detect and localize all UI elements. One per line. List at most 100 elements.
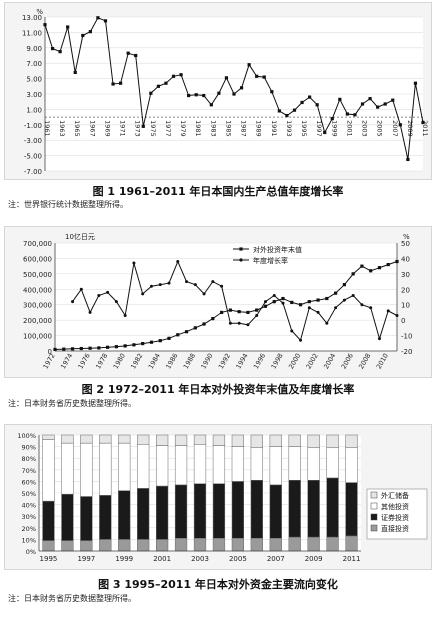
chart2-xtick-label: 1976 bbox=[77, 352, 92, 370]
chart3-bar-segment bbox=[99, 442, 112, 496]
chart2-yright-tick-label: 30 bbox=[401, 271, 410, 279]
chart3-xtick-label: 1999 bbox=[115, 555, 133, 563]
chart2-xtick-label: 1994 bbox=[234, 352, 249, 370]
chart3-legend-label: 其他投资 bbox=[381, 502, 409, 511]
chart2-stock-point bbox=[220, 310, 224, 315]
chart1-xtick-label: 2005 bbox=[376, 120, 384, 137]
chart3-bar-segment bbox=[137, 444, 150, 489]
chart1-data-point bbox=[315, 103, 319, 107]
chart1-xtick-label: 2011 bbox=[421, 120, 429, 137]
chart3-panel: 100% 90% 80% 70% 60% 50% 40% 30% 20% 10% 0% 1995 199… bbox=[4, 424, 432, 570]
chart1-data-point bbox=[323, 130, 327, 135]
chart2-right-unit: % bbox=[403, 233, 410, 241]
chart1-xtick-label: 1975 bbox=[149, 120, 157, 137]
chart2-yleft-tick-label: 700,000 bbox=[23, 240, 52, 248]
chart1-data-point bbox=[255, 74, 259, 78]
chart2-stock-point bbox=[377, 266, 382, 270]
chart1-xtick-label: 1977 bbox=[164, 120, 172, 137]
chart3-bar-segment bbox=[307, 479, 320, 538]
chart3-bar-segment bbox=[307, 447, 320, 481]
chart3-bar-segment bbox=[99, 495, 112, 540]
chart1-ytick-label: -7.00 bbox=[24, 168, 42, 176]
chart3-ytick-label: 100% bbox=[17, 432, 36, 440]
chart3-ytick-label: 40% bbox=[22, 502, 36, 510]
chart1-xtick-label: 1963 bbox=[58, 120, 66, 137]
chart3-bar-segment bbox=[155, 434, 169, 446]
chart1-ytick-label: -3.00 bbox=[24, 137, 42, 145]
chart2-stock-point bbox=[141, 341, 145, 346]
chart1-data-point bbox=[141, 124, 145, 128]
chart1-data-point bbox=[119, 81, 123, 85]
chart3-bar-segment bbox=[212, 537, 226, 552]
chart1-data-point bbox=[88, 30, 92, 34]
chart3-bar-segment bbox=[99, 539, 112, 552]
chart2-stock-point bbox=[255, 308, 259, 312]
chart2-xtick-label: 2002 bbox=[305, 352, 320, 370]
chart2-growth-point bbox=[351, 293, 355, 297]
chart2-stock-point bbox=[158, 339, 162, 343]
chart2-stock-point bbox=[202, 322, 206, 326]
chart2-yleft-tick-label: 100,000 bbox=[23, 333, 52, 341]
chart2-series-growth-line bbox=[72, 260, 398, 342]
chart2-yleft-tick-label: 200,000 bbox=[23, 317, 52, 325]
chart1-data-point bbox=[270, 90, 274, 94]
chart1-data-point bbox=[58, 50, 62, 54]
chart3-xtick-label: 2009 bbox=[305, 555, 323, 563]
chart2-growth-point bbox=[386, 309, 390, 313]
chart1-ytick-label: -5.00 bbox=[24, 153, 42, 161]
chart1-data-point bbox=[217, 91, 221, 95]
chart2-growth-point bbox=[360, 303, 364, 307]
chart1-data-point bbox=[209, 103, 213, 107]
chart1-xtick-label: 1971 bbox=[119, 120, 127, 137]
chart3-ytick-label: 10% bbox=[22, 536, 36, 544]
chart3-bar-segment bbox=[193, 483, 207, 539]
chart1-ytick-label: 11.00 bbox=[22, 29, 42, 37]
chart3-bar-segment bbox=[80, 496, 93, 541]
chart3-bar-segment bbox=[137, 488, 150, 540]
chart2-stock-point bbox=[228, 308, 232, 312]
chart1-data-point bbox=[111, 82, 115, 86]
chart3-bar-segment bbox=[231, 434, 245, 447]
chart2-growth-point bbox=[263, 300, 267, 304]
chart2-xtick-label: 1986 bbox=[164, 352, 179, 370]
chart1-note: 注：世界银行统计数据整理所得。 bbox=[8, 200, 128, 209]
chart3-legend-swatch bbox=[370, 491, 378, 499]
chart2-growth-point bbox=[369, 306, 373, 310]
chart1-ytick-label: 9.00 bbox=[26, 45, 42, 53]
chart1-xtick-label: 1973 bbox=[134, 120, 142, 137]
chart1-xtick-label: 1979 bbox=[179, 120, 187, 137]
chart2-xtick-label: 1972 bbox=[42, 352, 57, 370]
chart1-data-point bbox=[398, 123, 402, 127]
chart3-bar-segment bbox=[212, 434, 226, 446]
chart1-svg: 13.00 11.00 9.00 7.00 5.00 3.00 1.00 -1.00 -3.00… bbox=[22, 8, 429, 176]
chart3-bar-segment bbox=[250, 479, 263, 539]
chart2-growth-point bbox=[149, 284, 153, 288]
chart2-stock-point bbox=[360, 264, 364, 268]
chart1-data-point bbox=[66, 25, 70, 29]
chart1-xtick-label: 1985 bbox=[224, 120, 232, 137]
chart1-ytick-label: 5.00 bbox=[26, 76, 42, 84]
chart3-caption: 图 3 1995–2011 年日本对外资金主要流向变化 bbox=[98, 578, 338, 591]
chart2-stock-point bbox=[70, 347, 75, 351]
chart2-stock-point bbox=[176, 333, 180, 337]
chart2-stock-point bbox=[88, 346, 92, 350]
chart3-bar-segment bbox=[345, 535, 358, 552]
chart2-yright-tick-label: 40 bbox=[401, 255, 410, 263]
chart2-stock-point bbox=[298, 303, 303, 307]
chart2-stock-point bbox=[193, 326, 197, 330]
chart3-legend-label: 外汇储备 bbox=[381, 491, 409, 500]
chart3-bar-segment bbox=[345, 482, 358, 537]
chart1-xtick-label: 1997 bbox=[315, 120, 323, 137]
chart2-xtick-label: 2004 bbox=[322, 352, 337, 370]
chart2-yright-tick-label: 20 bbox=[401, 286, 410, 294]
chart3-bar-segment bbox=[118, 434, 131, 444]
chart2-growth-point bbox=[88, 310, 92, 314]
chart2-stock-point bbox=[237, 310, 241, 314]
chart2-stock-point bbox=[97, 346, 101, 350]
chart2-growth-point bbox=[106, 290, 110, 294]
chart2-growth-point bbox=[158, 283, 162, 287]
chart1-xtick-label: 2001 bbox=[345, 120, 353, 137]
chart3-bar-segment bbox=[250, 434, 263, 449]
chart3-svg: 100% 90% 80% 70% 60% 50% 40% 30% 20% 10% 0% 1995 199… bbox=[17, 432, 428, 563]
chart2-yright-tick-label: 10 bbox=[401, 302, 410, 310]
